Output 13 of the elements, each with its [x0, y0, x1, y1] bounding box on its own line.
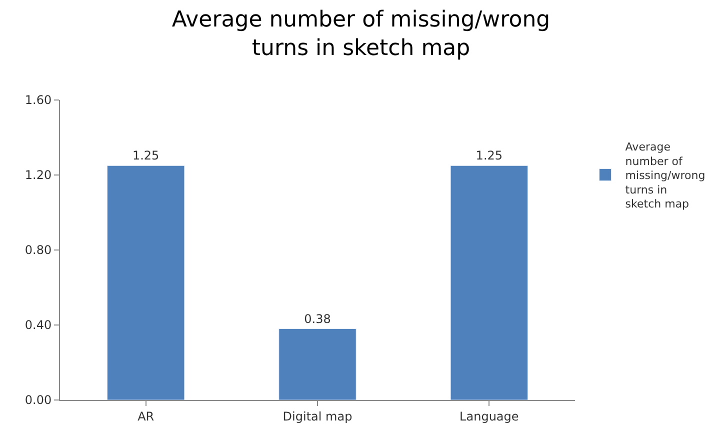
x-tick-label: Language	[460, 409, 519, 424]
chart-title: Average number of missing/wrong turns in sketch map	[172, 7, 550, 61]
x-tick-label: Digital map	[282, 409, 352, 424]
y-tick-label: 0.80	[24, 243, 52, 258]
y-tick-label: 0.00	[24, 393, 52, 408]
y-tick-label: 0.40	[24, 318, 52, 332]
data-label: 1.25	[476, 148, 503, 163]
data-label: 1.25	[132, 148, 160, 163]
legend-label: Average number of missing/wrong turns in sketch map	[625, 140, 706, 211]
y-tick-label: 1.20	[24, 168, 52, 182]
data-label: 0.38	[304, 312, 331, 326]
y-tick-label: 1.60	[24, 93, 52, 108]
x-tick-label: AR	[138, 409, 154, 424]
